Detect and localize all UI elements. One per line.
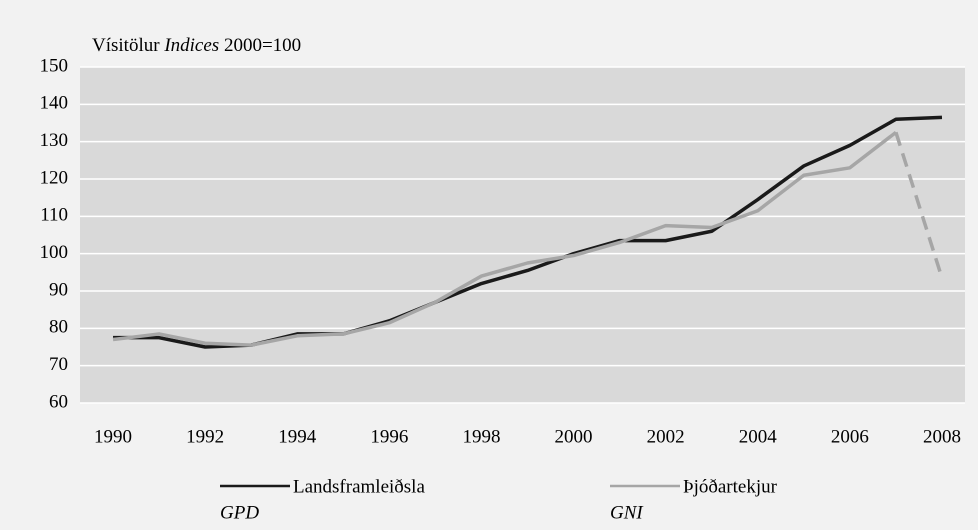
x-tick-label: 2002 [647,426,685,447]
legend-label-en: GPD [220,502,259,523]
label-en: Indices [163,35,219,56]
y-tick-label: 70 [49,354,68,375]
legend-label: Landsframleiðsla [293,476,425,497]
x-tick-label: 1992 [186,426,224,447]
y-tick-label: 120 [40,167,69,188]
x-tick-label: 2004 [739,426,778,447]
x-tick-label: 2000 [555,426,593,447]
y-tick-label: 140 [40,93,69,114]
y-tick-label: 80 [49,317,68,338]
x-tick-label: 1990 [94,426,132,447]
x-tick-label: 1996 [370,426,408,447]
legend-label-en: GNI [610,502,644,523]
x-tick-label: 1994 [278,426,317,447]
y-tick-label: 130 [40,130,69,151]
y-axis-label: Vísitölur Indices 2000=100 [92,35,301,56]
y-tick-label: 90 [49,279,68,300]
y-tick-label: 110 [40,205,68,226]
y-tick-label: 150 [40,55,69,76]
series-line-dashed [894,131,944,279]
series-line [112,130,897,347]
index-base: 2000=100 [224,35,301,56]
x-tick-label: 2008 [923,426,961,447]
x-tick-label: 2006 [831,426,869,447]
y-tick-label: 60 [49,391,68,412]
x-tick-label: 1998 [462,426,500,447]
y-tick-label: 100 [40,242,69,263]
legend-label: Þjóðartekjur [683,476,778,497]
label-is: Vísitölur [92,35,160,56]
plot-area [80,67,965,403]
